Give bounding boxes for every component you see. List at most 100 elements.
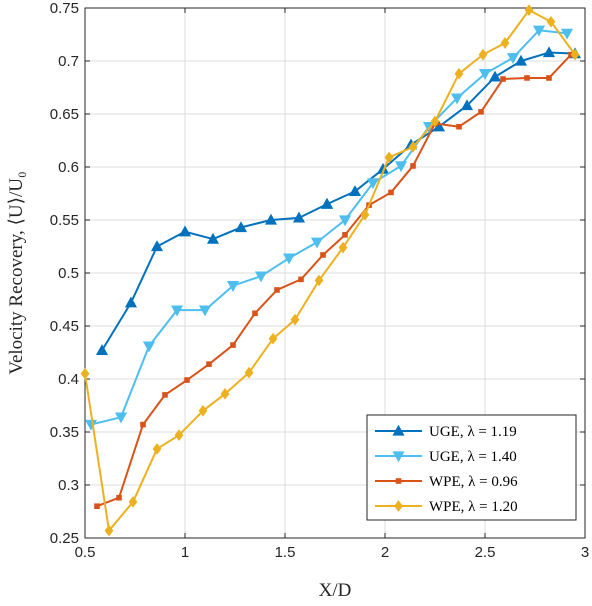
data-point bbox=[282, 253, 296, 265]
data-point bbox=[546, 15, 556, 28]
data-point bbox=[128, 496, 138, 508]
data-point bbox=[360, 208, 370, 221]
data-point bbox=[500, 76, 506, 82]
data-point bbox=[478, 48, 488, 61]
data-point bbox=[546, 75, 552, 81]
data-point bbox=[114, 412, 128, 424]
data-point bbox=[274, 287, 280, 293]
data-point bbox=[170, 305, 184, 317]
data-point bbox=[506, 53, 520, 65]
data-point bbox=[500, 37, 510, 49]
data-point bbox=[342, 232, 348, 238]
data-point bbox=[244, 366, 254, 379]
x-tick-label: 2 bbox=[381, 544, 389, 561]
data-point bbox=[478, 69, 492, 80]
data-point bbox=[430, 115, 440, 128]
data-point bbox=[152, 443, 162, 455]
legend-marker bbox=[392, 424, 405, 436]
y-tick-label: 0.35 bbox=[50, 424, 79, 441]
data-point bbox=[366, 178, 380, 190]
legend-label: WPE, λ = 1.20 bbox=[429, 499, 518, 515]
data-point bbox=[226, 281, 240, 292]
legend-marker bbox=[392, 451, 405, 463]
data-point bbox=[532, 25, 546, 37]
data-point bbox=[410, 163, 416, 169]
data-point bbox=[320, 197, 334, 209]
data-point bbox=[514, 54, 528, 66]
data-point bbox=[174, 429, 184, 442]
y-tick-label: 0.6 bbox=[58, 159, 79, 176]
data-point bbox=[394, 161, 408, 173]
y-tick-label: 0.75 bbox=[50, 0, 79, 17]
series-1 bbox=[95, 46, 582, 356]
data-point bbox=[384, 151, 394, 164]
ticks: 0.5 1 1.5 2 2.5 3 0.25 0.3 0.35 0.4 0.45 0.5 0.55 0.6… bbox=[50, 0, 589, 561]
data-point bbox=[454, 67, 464, 80]
series-line bbox=[84, 9, 576, 532]
x-tick-label: 2.5 bbox=[475, 544, 496, 561]
data-point bbox=[198, 404, 208, 417]
data-point bbox=[542, 46, 556, 58]
data-point bbox=[388, 189, 394, 196]
data-point bbox=[116, 494, 122, 501]
data-point bbox=[206, 232, 220, 244]
data-point bbox=[104, 524, 114, 537]
data-point bbox=[348, 185, 362, 197]
legend: UGE, λ = 1.19 UGE, λ = 1.40 WPE, λ = 0.96 W… bbox=[366, 414, 577, 521]
legend-label: UGE, λ = 1.19 bbox=[429, 424, 517, 440]
data-point bbox=[560, 28, 574, 40]
data-point bbox=[268, 332, 278, 345]
data-point bbox=[124, 296, 138, 308]
data-point bbox=[198, 305, 212, 317]
data-point bbox=[150, 240, 164, 252]
data-point bbox=[230, 342, 236, 348]
x-tick-label: 0.5 bbox=[75, 544, 96, 561]
y-axis-title: Velocity Recovery, ⟨U⟩/U₀ bbox=[6, 171, 27, 374]
series-line bbox=[96, 53, 572, 508]
data-point bbox=[298, 276, 304, 283]
data-point bbox=[338, 241, 348, 254]
data-point bbox=[84, 419, 98, 431]
data-point bbox=[206, 361, 212, 367]
data-point bbox=[254, 271, 268, 283]
y-tick-label: 0.7 bbox=[58, 53, 79, 70]
y-tick-label: 0.4 bbox=[58, 371, 79, 388]
data-point bbox=[570, 48, 580, 61]
data-point bbox=[450, 93, 464, 105]
x-tick-label: 1.5 bbox=[275, 544, 296, 561]
series-2 bbox=[84, 25, 574, 431]
data-point bbox=[478, 109, 484, 115]
y-tick-label: 0.3 bbox=[58, 477, 79, 494]
x-tick-label: 3 bbox=[581, 544, 589, 561]
series-layer bbox=[80, 4, 582, 537]
data-point bbox=[178, 225, 192, 237]
data-point bbox=[80, 367, 90, 380]
legend-marker bbox=[394, 500, 403, 512]
data-point bbox=[314, 274, 324, 287]
data-point bbox=[264, 213, 278, 225]
data-point bbox=[408, 141, 418, 153]
data-point bbox=[460, 99, 474, 111]
series-3 bbox=[94, 51, 574, 509]
legend-marker bbox=[395, 478, 402, 484]
data-point bbox=[162, 392, 168, 398]
y-tick-label: 0.65 bbox=[50, 106, 79, 123]
data-point bbox=[252, 310, 258, 317]
y-tick-label: 0.45 bbox=[50, 318, 79, 335]
series-4 bbox=[80, 4, 580, 537]
y-tick-label: 0.55 bbox=[50, 212, 79, 229]
legend-label: WPE, λ = 0.96 bbox=[429, 474, 518, 490]
data-point bbox=[488, 70, 502, 82]
data-point bbox=[524, 75, 530, 81]
x-tick-label: 1 bbox=[181, 544, 189, 561]
x-axis-title: X/D bbox=[319, 580, 352, 601]
data-point bbox=[94, 503, 100, 509]
data-point bbox=[320, 252, 326, 258]
data-point bbox=[310, 237, 324, 249]
data-point bbox=[292, 211, 306, 223]
data-point bbox=[220, 388, 230, 400]
data-point bbox=[290, 313, 300, 326]
data-point bbox=[338, 215, 352, 227]
data-point bbox=[184, 377, 190, 383]
